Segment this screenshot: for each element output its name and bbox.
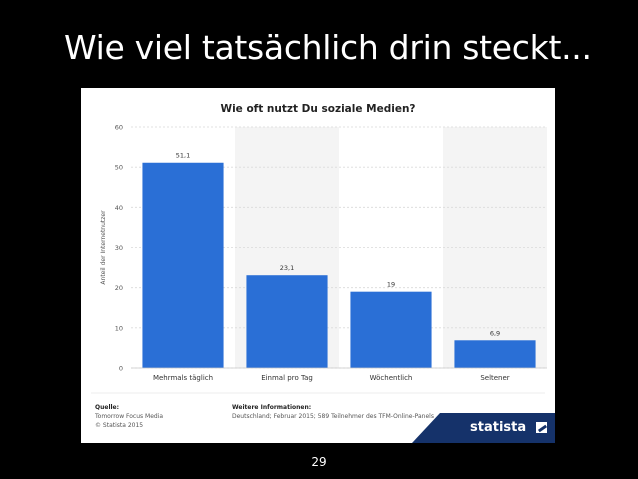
data-label: 6,9 bbox=[490, 329, 500, 337]
y-tick-label: 40 bbox=[115, 204, 123, 212]
statista-logo[interactable]: statista bbox=[440, 413, 555, 443]
logo-text: statista bbox=[470, 420, 527, 435]
data-label: 51,1 bbox=[176, 152, 190, 160]
y-tick-label: 0 bbox=[119, 365, 123, 373]
x-tick-label: Mehrmals täglich bbox=[153, 374, 213, 382]
y-tick-label: 60 bbox=[115, 124, 123, 132]
x-tick-label: Seltener bbox=[480, 374, 509, 382]
logo-mark-icon bbox=[536, 422, 547, 433]
y-tick-label: 10 bbox=[115, 324, 123, 332]
source-line: © Statista 2015 bbox=[95, 422, 144, 429]
source-block: Quelle: Tomorrow Focus Media © Statista … bbox=[95, 403, 163, 430]
y-axis-label: Anteil der Internetnutzer bbox=[100, 210, 107, 285]
chart-card: 0 10 20 30 40 50 60 Anteil der Internetnutzer 51… bbox=[81, 88, 555, 443]
source-label: Quelle: bbox=[95, 404, 120, 411]
info-block: Weitere Informationen: Deutschland; Febr… bbox=[232, 403, 434, 421]
y-tick-label: 50 bbox=[115, 164, 123, 172]
slide-title: Wie viel tatsächlich drin steckt... bbox=[64, 28, 592, 67]
y-tick-label: 20 bbox=[115, 284, 123, 292]
x-tick-label: Einmal pro Tag bbox=[261, 374, 313, 382]
data-label: 19 bbox=[387, 281, 395, 289]
bar-chart: 0 10 20 30 40 50 60 Anteil der Internetnutzer 51… bbox=[91, 124, 547, 394]
source-line: Tomorrow Focus Media bbox=[95, 413, 164, 420]
bar bbox=[454, 340, 536, 368]
bar bbox=[350, 291, 432, 368]
y-tick-label: 30 bbox=[115, 244, 123, 252]
chart-title: Wie oft nutzt Du soziale Medien? bbox=[220, 103, 416, 115]
bar bbox=[142, 162, 224, 368]
page-number: 29 bbox=[311, 455, 327, 469]
info-line: Deutschland; Februar 2015; 589 Teilnehme… bbox=[232, 413, 434, 420]
data-label: 23,1 bbox=[280, 264, 294, 272]
info-label: Weitere Informationen: bbox=[232, 404, 312, 411]
logo-wedge bbox=[412, 413, 440, 443]
bar bbox=[246, 275, 328, 368]
x-tick-label: Wöchentlich bbox=[370, 374, 413, 382]
